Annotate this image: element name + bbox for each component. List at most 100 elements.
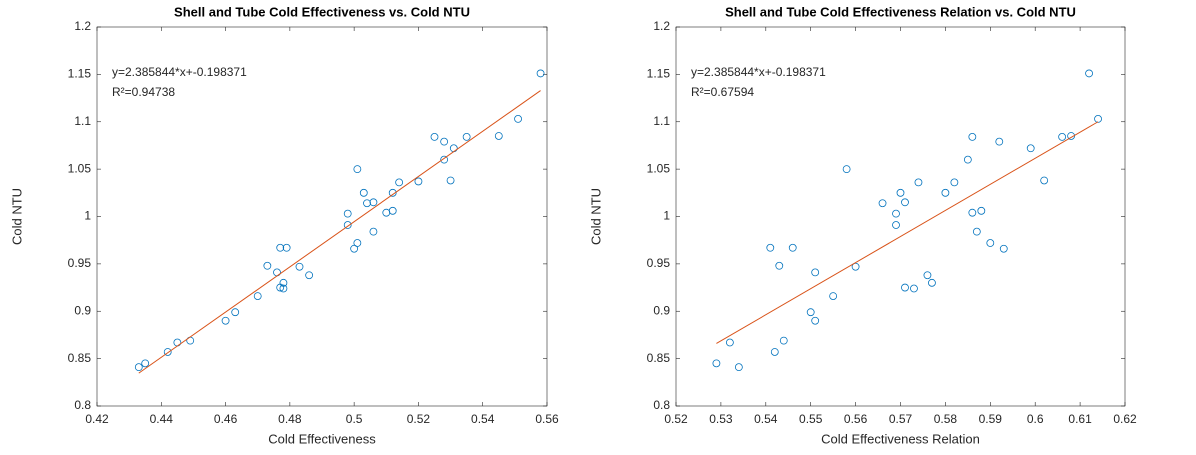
point — [950, 178, 959, 187]
y-tick-label: 1.15 — [647, 67, 671, 81]
point — [999, 244, 1008, 253]
point — [369, 198, 378, 207]
point — [779, 336, 788, 345]
point — [253, 292, 262, 300]
point — [901, 198, 909, 207]
point — [811, 316, 820, 325]
x-tick-label: 0.53 — [709, 412, 733, 426]
point — [972, 227, 981, 236]
x-tick-label: 0.59 — [979, 412, 1003, 426]
x-tick-label: 0.57 — [889, 412, 913, 426]
point — [388, 188, 397, 197]
x-tick-label: 0.42 — [85, 412, 109, 426]
point — [141, 359, 150, 368]
point — [395, 178, 404, 187]
y-tick-label: 1.1 — [653, 114, 670, 128]
point — [770, 348, 779, 356]
point — [896, 188, 905, 197]
axes-box — [96, 26, 548, 407]
point — [343, 221, 352, 229]
point — [914, 178, 923, 187]
y-axis-label: Cold NTU — [588, 188, 603, 245]
point — [1058, 133, 1067, 141]
point — [986, 239, 995, 247]
point — [353, 165, 362, 174]
fit-line — [138, 90, 541, 374]
point — [514, 115, 522, 123]
annotation: y=2.385844*x+-0.198371 — [112, 65, 247, 79]
point — [842, 165, 851, 174]
point — [1067, 132, 1076, 140]
point — [440, 137, 449, 146]
x-tick-label: 0.58 — [934, 412, 958, 426]
point — [901, 283, 909, 292]
y-tick-label: 0.85 — [68, 351, 92, 365]
chart-title: Shell and Tube Cold Effectiveness vs. Co… — [174, 4, 470, 19]
x-tick-label: 0.5 — [346, 412, 363, 426]
point — [369, 227, 378, 236]
point — [305, 271, 314, 280]
point — [712, 359, 721, 368]
point — [282, 243, 291, 252]
point — [359, 188, 368, 197]
y-tick-label: 0.9 — [74, 303, 91, 317]
point — [775, 261, 784, 270]
point — [928, 278, 936, 287]
x-tick-label: 0.56 — [844, 412, 868, 426]
point — [343, 209, 352, 218]
x-tick-label: 0.61 — [1068, 412, 1092, 426]
point — [536, 69, 545, 78]
annotation: y=2.385844*x+-0.198371 — [691, 65, 826, 79]
annotation: R²=0.94738 — [112, 85, 175, 99]
point — [734, 363, 743, 372]
y-axis-label: Cold NTU — [9, 188, 24, 245]
x-axis-label: Cold Effectiveness — [268, 431, 376, 446]
point — [276, 243, 285, 252]
point — [829, 292, 838, 300]
point — [766, 243, 775, 252]
point — [388, 206, 397, 215]
y-tick-label: 0.8 — [653, 398, 670, 412]
point — [811, 268, 820, 277]
y-tick-label: 1.05 — [647, 161, 671, 175]
x-tick-label: 0.54 — [471, 412, 495, 426]
point — [892, 209, 900, 218]
x-axis-label: Cold Effectiveness Relation — [821, 431, 980, 446]
point — [134, 363, 143, 372]
x-tick-label: 0.55 — [799, 412, 823, 426]
point — [295, 262, 304, 271]
chart: 0.52 0.53 0.54 0.55 0.56 0.57 0.58 0.59 0.6 0.61 0… — [588, 4, 1137, 446]
point — [923, 271, 932, 280]
y-tick-label: 0.9 — [653, 303, 670, 317]
annotation: R²=0.67594 — [691, 85, 754, 99]
y-tick-label: 1.2 — [653, 19, 670, 33]
y-tick-label: 0.8 — [74, 398, 91, 412]
point — [462, 133, 471, 141]
chart: 0.42 0.44 0.46 0.48 0.5 0.52 0.54 0.56 0.8 0.85 0.… — [9, 4, 559, 446]
point — [1040, 176, 1049, 185]
fit-line — [716, 121, 1099, 344]
point — [851, 262, 860, 271]
point — [446, 176, 455, 185]
x-tick-label: 0.6 — [1027, 412, 1044, 426]
point — [892, 221, 900, 229]
y-tick-label: 1.05 — [68, 161, 92, 175]
x-tick-label: 0.48 — [278, 412, 302, 426]
point — [353, 239, 362, 247]
x-tick-label: 0.52 — [664, 412, 688, 426]
point — [968, 133, 977, 141]
x-tick-label: 0.56 — [535, 412, 559, 426]
y-tick-label: 1.15 — [68, 67, 92, 81]
point — [279, 284, 288, 293]
y-tick-label: 0.85 — [647, 351, 671, 365]
point — [494, 132, 503, 140]
y-tick-label: 0.95 — [68, 256, 92, 270]
point — [163, 348, 172, 356]
point — [263, 261, 272, 270]
x-tick-label: 0.54 — [754, 412, 778, 426]
point — [941, 188, 950, 197]
point — [806, 308, 815, 317]
point — [995, 137, 1004, 146]
point — [1085, 69, 1093, 78]
point — [788, 243, 797, 252]
